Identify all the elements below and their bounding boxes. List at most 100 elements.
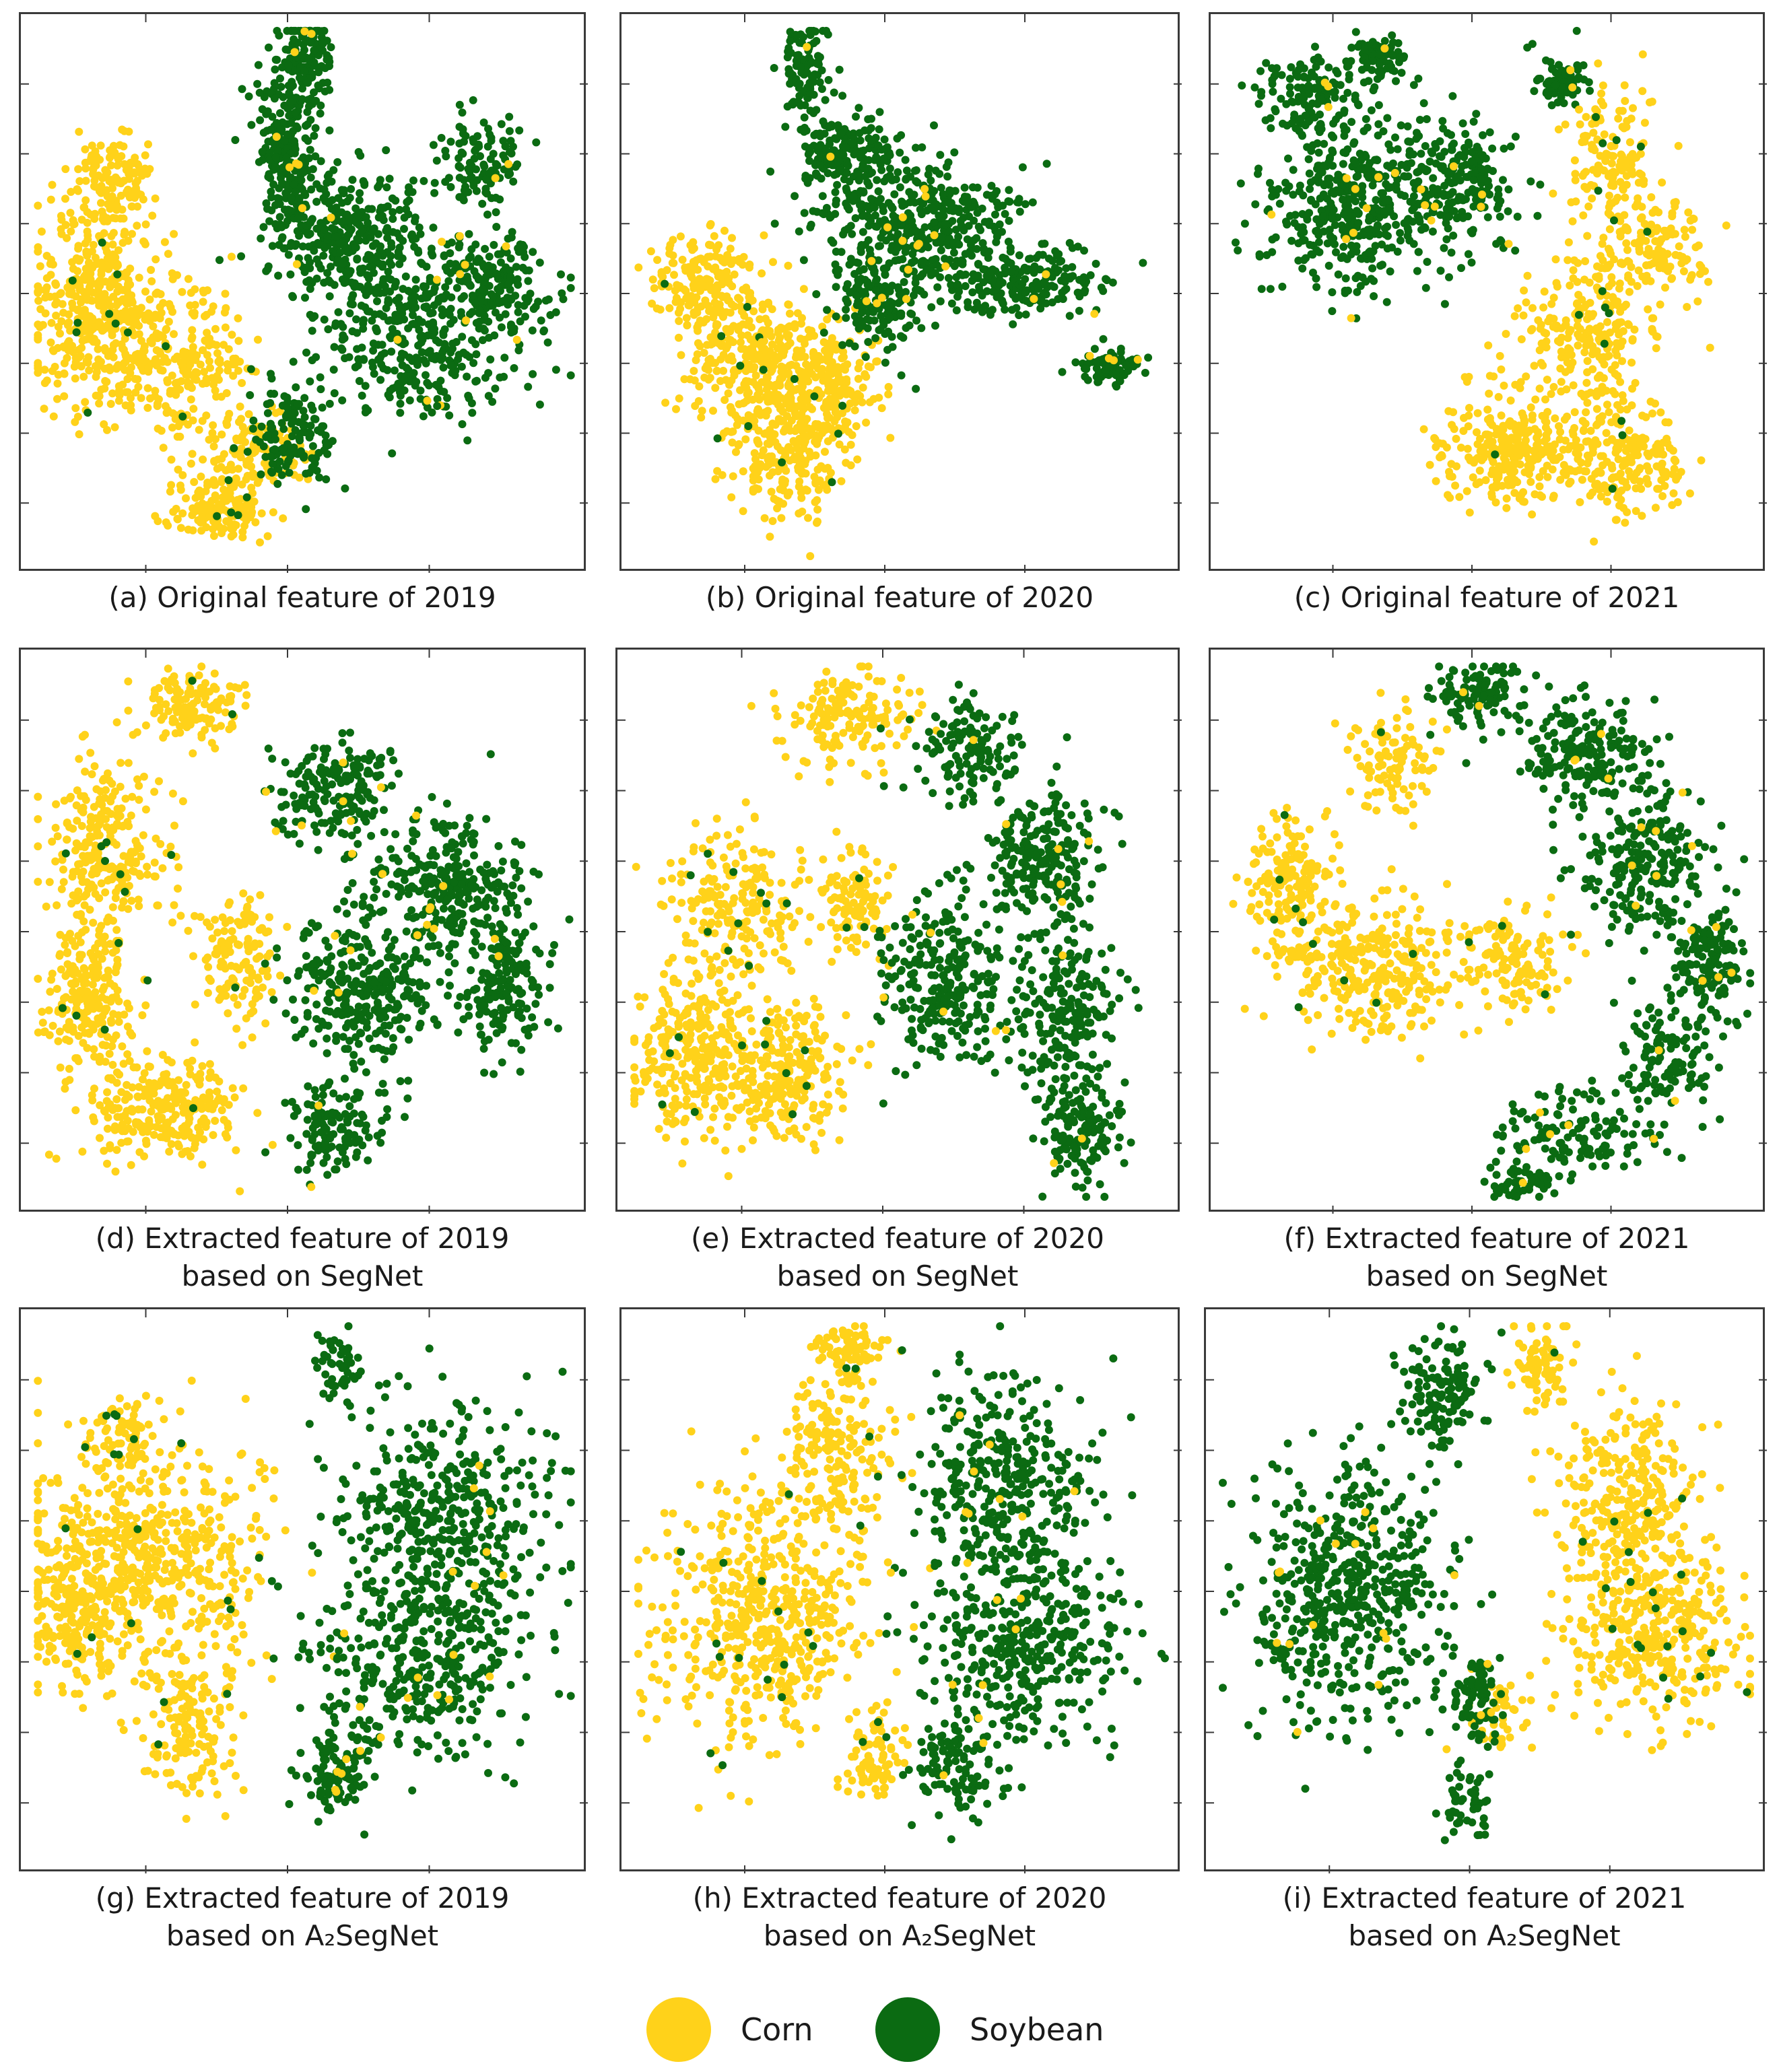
point-soybean — [957, 256, 966, 265]
point-corn — [751, 455, 760, 464]
point-corn — [776, 405, 784, 413]
point-soybean — [430, 188, 439, 197]
point-soybean — [1068, 244, 1077, 252]
point-corn — [1564, 256, 1572, 265]
point-corn — [688, 246, 697, 254]
point-soybean — [566, 371, 575, 380]
point-corn — [223, 360, 232, 368]
point-corn — [67, 227, 75, 236]
point-corn — [101, 377, 110, 385]
point-corn — [151, 194, 160, 203]
point-corn — [125, 164, 133, 172]
point-soybean — [263, 107, 272, 116]
point-corn — [279, 514, 288, 522]
point-soybean — [717, 332, 726, 341]
point-soybean — [987, 182, 996, 190]
point-corn — [1607, 159, 1616, 168]
point-corn — [1580, 182, 1589, 191]
point-corn — [60, 369, 69, 378]
point-soybean — [854, 170, 863, 179]
point-soybean — [409, 311, 417, 320]
point-corn — [238, 379, 246, 387]
point-soybean — [1001, 263, 1009, 272]
point-corn — [769, 258, 777, 267]
point-soybean — [288, 291, 297, 300]
point-corn — [154, 424, 162, 433]
point-soybean — [429, 318, 438, 326]
point-soybean — [515, 126, 524, 135]
point-soybean — [411, 213, 419, 222]
point-soybean — [908, 217, 916, 226]
point-soybean — [1021, 310, 1030, 319]
point-corn — [1609, 173, 1617, 182]
point-soybean — [496, 195, 504, 204]
point-corn — [706, 252, 714, 261]
point-corn — [699, 318, 708, 326]
point-corn — [921, 192, 930, 201]
point-corn — [251, 518, 260, 526]
point-soybean — [287, 241, 296, 250]
point-soybean — [973, 209, 982, 217]
point-soybean — [1015, 251, 1023, 260]
point-soybean — [1005, 186, 1013, 195]
point-soybean — [338, 335, 347, 344]
point-soybean — [341, 484, 349, 493]
point-corn — [1620, 81, 1629, 90]
point-soybean — [408, 188, 417, 197]
point-corn — [723, 292, 731, 301]
point-corn — [294, 160, 303, 169]
point-soybean — [278, 63, 286, 72]
point-soybean — [433, 402, 442, 411]
point-soybean — [1139, 258, 1147, 267]
point-soybean — [314, 81, 323, 90]
point-soybean — [430, 324, 439, 333]
point-corn — [705, 240, 713, 249]
point-soybean — [315, 473, 324, 482]
point-corn — [34, 289, 42, 297]
point-soybean — [867, 263, 876, 272]
point-corn — [1648, 98, 1656, 106]
point-corn — [456, 270, 465, 279]
point-corn — [210, 457, 219, 466]
point-corn — [103, 168, 112, 177]
point-soybean — [268, 242, 277, 250]
point-soybean — [902, 166, 911, 175]
point-corn — [203, 478, 212, 487]
point-soybean — [492, 160, 500, 168]
point-corn — [823, 372, 832, 380]
point-soybean — [306, 264, 314, 273]
point-corn — [1588, 166, 1597, 174]
point-soybean — [376, 376, 385, 384]
point-soybean — [393, 315, 402, 324]
point-corn — [300, 27, 309, 36]
point-corn — [1629, 104, 1637, 112]
point-corn — [37, 228, 46, 236]
point-corn — [1567, 198, 1576, 207]
point-soybean — [924, 243, 933, 252]
point-corn — [1599, 234, 1608, 242]
point-soybean — [468, 291, 477, 300]
point-soybean — [1006, 247, 1015, 256]
point-soybean — [311, 415, 320, 423]
point-soybean — [446, 137, 455, 146]
point-soybean — [912, 384, 920, 393]
point-corn — [49, 412, 58, 421]
point-soybean — [311, 124, 320, 133]
point-corn — [94, 355, 103, 364]
point-corn — [193, 368, 201, 377]
point-corn — [64, 339, 73, 347]
point-corn — [828, 334, 836, 343]
point-soybean — [875, 108, 884, 116]
point-soybean — [1036, 265, 1044, 274]
point-corn — [719, 351, 728, 359]
point-corn — [256, 538, 264, 547]
point-soybean — [284, 61, 293, 69]
point-soybean — [339, 259, 347, 268]
point-corn — [1616, 217, 1625, 226]
point-soybean — [123, 328, 132, 337]
point-corn — [97, 385, 106, 394]
point-corn — [818, 365, 826, 373]
point-soybean — [981, 302, 990, 310]
point-soybean — [471, 377, 480, 386]
point-soybean — [277, 174, 285, 182]
